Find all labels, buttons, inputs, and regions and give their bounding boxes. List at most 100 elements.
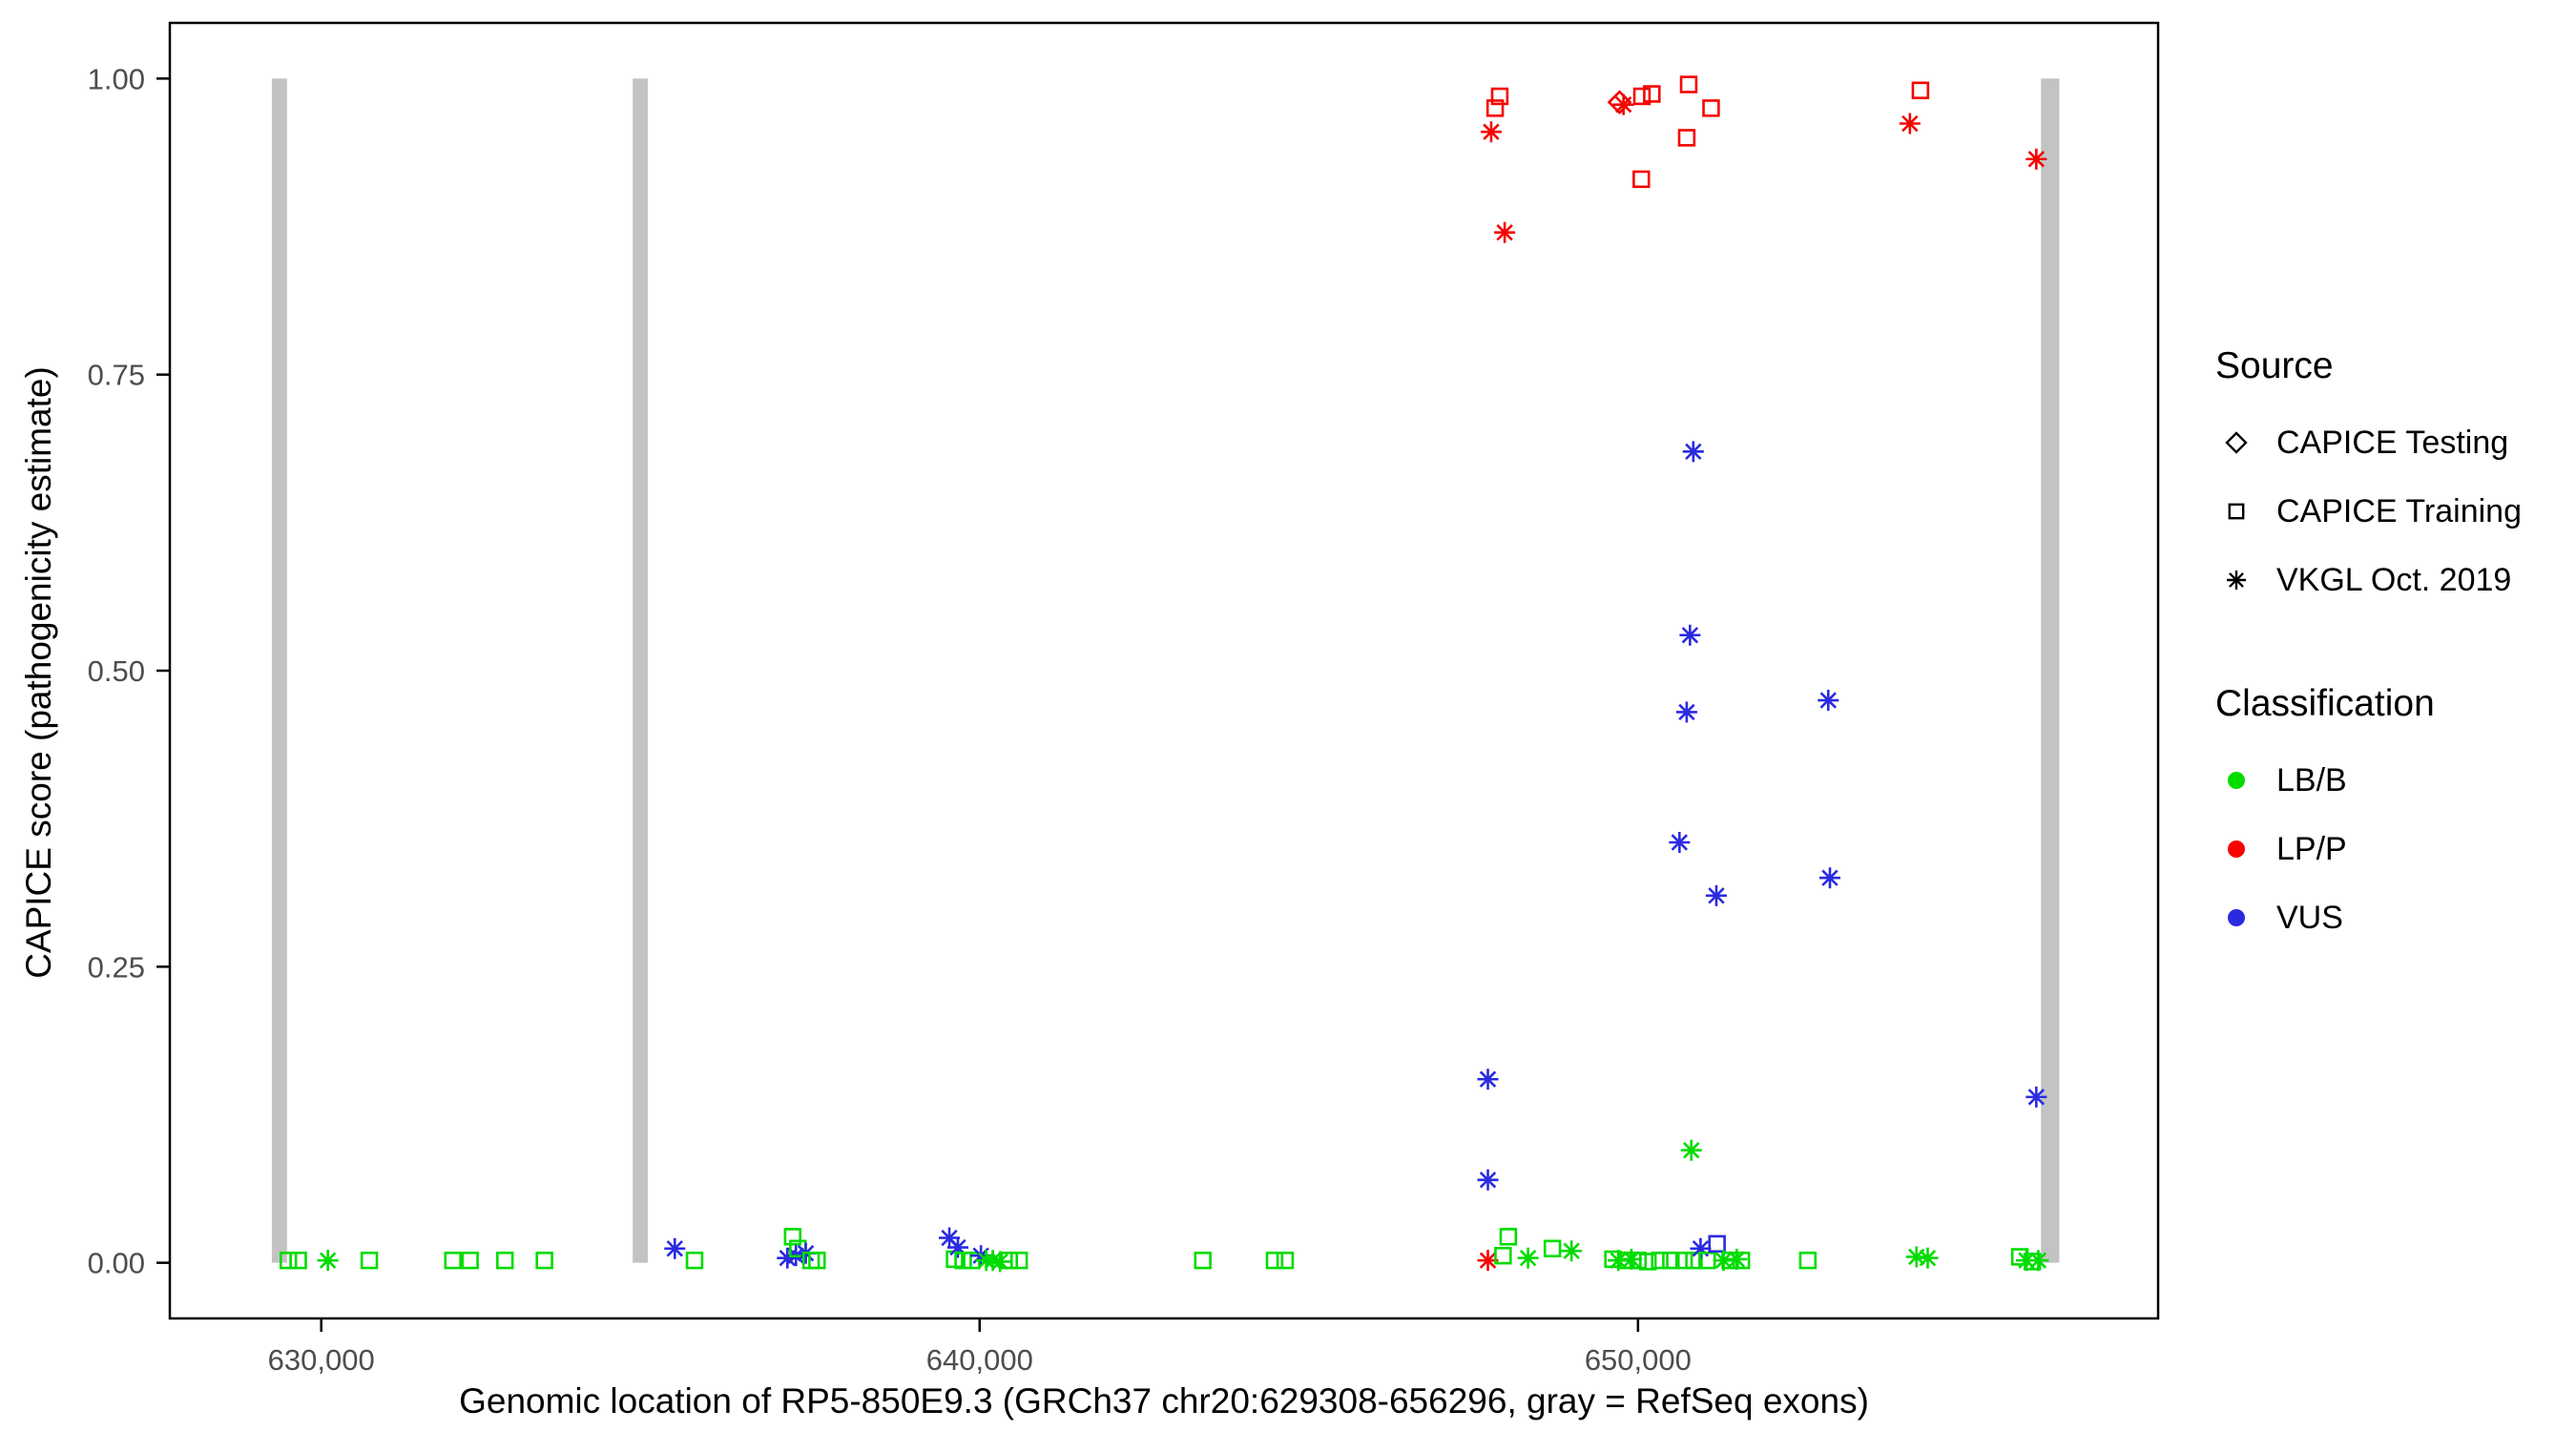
square-mark	[1674, 1251, 1693, 1270]
y-tick-label: 0.75	[88, 359, 145, 392]
x-tick-label: 630,000	[268, 1343, 375, 1377]
square-mark	[1643, 85, 1661, 103]
square-mark	[1499, 1228, 1518, 1246]
square-mark	[444, 1251, 462, 1270]
square-mark	[1677, 129, 1696, 147]
asterisk-mark	[1680, 1139, 1702, 1161]
asterisk-mark	[1675, 701, 1697, 723]
legend-item-classification: VUS	[2215, 883, 2522, 952]
square-mark	[1485, 99, 1505, 117]
asterisk-arm	[1479, 1070, 1497, 1088]
color-dot	[2228, 909, 2245, 926]
asterisk-arm	[1728, 1251, 1746, 1268]
color-dot-icon	[2228, 772, 2245, 789]
asterisk-arm	[1683, 1142, 1700, 1159]
square-mark	[1009, 1251, 1028, 1270]
asterisk-mark	[1669, 831, 1691, 853]
square-mark	[2228, 503, 2245, 520]
asterisk-arm	[2018, 1252, 2035, 1269]
panel-border	[168, 21, 2160, 1320]
asterisk-arm	[2027, 1089, 2046, 1106]
asterisk-arm	[1519, 1249, 1537, 1267]
asterisk-arm	[1483, 123, 1500, 140]
square-mark	[461, 1251, 479, 1270]
asterisk-mark	[1917, 1247, 1939, 1269]
asterisk-mark	[1818, 690, 1839, 712]
square-mark	[535, 1251, 553, 1270]
asterisk-mark	[1679, 624, 1701, 646]
square-mark	[1494, 1246, 1512, 1265]
legend-source-title: Source	[2215, 345, 2334, 386]
y-tick-label: 1.00	[88, 62, 145, 95]
asterisk-arm	[1901, 114, 1919, 133]
asterisk-mark	[1480, 121, 1502, 143]
legend-item-label: VKGL Oct. 2019	[2276, 561, 2512, 598]
legend-classification-items: LB/B LP/P VUS	[2215, 746, 2522, 952]
color-dot	[2228, 772, 2245, 789]
x-tick-label: 650,000	[1585, 1343, 1692, 1377]
square-mark	[1702, 99, 1720, 117]
square-mark	[1265, 1251, 1284, 1270]
asterisk-arm	[1479, 1252, 1497, 1269]
square-mark	[496, 1251, 514, 1270]
refseq-exon-bar	[271, 78, 287, 1263]
square-mark	[1662, 1251, 1680, 1270]
asterisk-arm	[991, 1253, 1008, 1271]
y-axis-title: CAPICE score (pathogenicity estimate)	[19, 366, 58, 979]
asterisk-mark	[1612, 93, 1634, 115]
asterisk-arm	[319, 1252, 337, 1269]
asterisk-arm	[1496, 224, 1513, 241]
asterisk-arm	[941, 1229, 958, 1247]
legend-item-label: VUS	[2276, 899, 2343, 936]
refseq-exon-bar	[2041, 78, 2060, 1263]
asterisk-arm	[2027, 151, 2046, 168]
square-mark	[685, 1251, 704, 1270]
legend-source-items: CAPICE Testing CAPICE Training VKGL Oct. 2…	[2215, 408, 2522, 614]
legend-classification-title: Classification	[2215, 683, 2435, 724]
square-mark	[1638, 1253, 1657, 1271]
asterisk-mark	[1477, 1068, 1499, 1090]
square-mark	[1732, 1251, 1751, 1270]
square-mark	[360, 1251, 379, 1270]
asterisk-arm	[1819, 692, 1837, 709]
y-tick-label: 0.50	[88, 654, 145, 688]
refseq-exon-bar	[633, 78, 648, 1263]
square-mark	[808, 1251, 826, 1270]
asterisk-mark	[1819, 867, 1841, 889]
legend-item-classification: LB/B	[2215, 746, 2522, 815]
asterisk-arm	[666, 1240, 683, 1257]
square-mark	[1490, 87, 1509, 106]
asterisk-arm	[949, 1238, 966, 1256]
asterisk-mark	[664, 1237, 686, 1259]
square-mark	[1651, 1251, 1669, 1270]
legend-item-label: LP/P	[2276, 830, 2347, 867]
y-tick-label: 0.25	[88, 950, 145, 984]
asterisk-mark	[2025, 1086, 2047, 1108]
x-tick-label: 640,000	[926, 1343, 1033, 1377]
square-mark	[1194, 1251, 1212, 1270]
asterisk-arm	[1563, 1242, 1580, 1259]
asterisk-mark	[1477, 1169, 1499, 1191]
diamond-mark	[1607, 90, 1632, 115]
asterisk-mark	[1682, 441, 1704, 463]
square-mark	[1911, 81, 1930, 99]
y-tick-label: 0.00	[88, 1247, 145, 1280]
legend-item-label: CAPICE Testing	[2276, 424, 2509, 461]
x-axis-title: Genomic location of RP5-850E9.3 (GRCh37 …	[459, 1381, 1869, 1421]
asterisk-mark	[1517, 1247, 1539, 1269]
asterisk-mark	[2025, 148, 2047, 170]
asterisk-mark	[1705, 884, 1727, 906]
square-icon	[2228, 503, 2245, 520]
asterisk-mark	[2227, 570, 2246, 590]
legend-item-label: CAPICE Training	[2276, 492, 2522, 529]
asterisk-mark	[1494, 221, 1516, 243]
asterisk-arm	[1678, 703, 1695, 721]
square-mark	[1632, 87, 1652, 106]
square-mark	[289, 1251, 307, 1270]
square-mark	[279, 1251, 298, 1270]
asterisk-arm	[1821, 869, 1839, 886]
color-dot-icon	[2228, 840, 2245, 858]
square-mark	[1543, 1239, 1562, 1257]
asterisk-arm	[1708, 887, 1725, 904]
